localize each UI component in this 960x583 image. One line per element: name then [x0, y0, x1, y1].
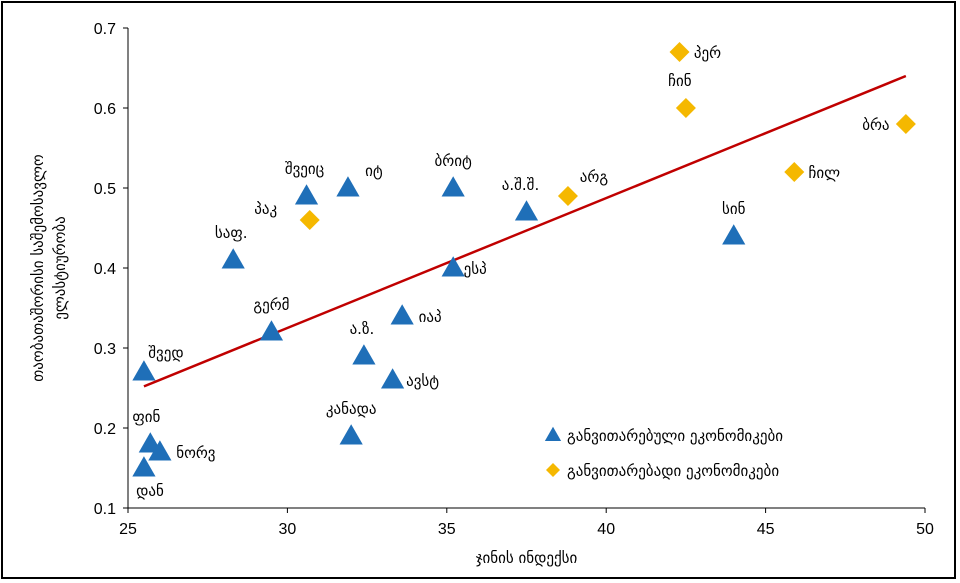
x-axis-title: ჯინის ინდექსი: [476, 549, 578, 567]
data-label: ჩილ: [809, 164, 841, 182]
diamond-marker: [895, 114, 916, 134]
triangle-marker: [221, 248, 245, 269]
y-axis-ticks: 0.1 0.2 0.3 0.4 0.5 0.6 0.7: [94, 21, 128, 518]
legend-item-developing: განვითარებადი ეკონომიკები: [546, 462, 779, 480]
y-tick-label: 0.2: [94, 421, 116, 438]
data-label: არგ: [580, 168, 609, 186]
triangle-marker: [336, 176, 360, 197]
data-markers: [132, 42, 916, 477]
data-label: ნორვ: [176, 444, 215, 462]
x-axis-ticks: 25 30 35 40 45 50: [119, 508, 934, 538]
x-tick-label: 45: [757, 521, 775, 538]
triangle-marker: [722, 224, 746, 245]
x-tick-label: 50: [916, 521, 934, 538]
data-label: ესპ: [464, 260, 487, 278]
data-label: საფ.: [215, 224, 248, 242]
y-tick-label: 0.1: [94, 501, 116, 518]
axes: [127, 28, 925, 509]
y-axis-title: თაობათაშორისი საშემოსავლო ელასტიურობა: [29, 154, 69, 382]
data-label: გერმ: [253, 296, 289, 314]
x-tick-label: 40: [597, 521, 615, 538]
y-axis-title-line: თაობათაშორისი საშემოსავლო: [29, 154, 47, 382]
data-label: იაპ: [419, 308, 442, 326]
diamond-marker: [669, 42, 690, 62]
triangle-marker: [339, 424, 363, 445]
triangle-marker: [259, 320, 284, 341]
x-tick-label: 30: [279, 521, 297, 538]
trendline: [143, 74, 907, 388]
triangle-marker: [390, 304, 414, 325]
data-label: ჩინ: [668, 72, 692, 90]
y-axis-title-line: ელასტიურობა: [51, 216, 69, 320]
legend-item-developed: განვითარებული ეკონომიკები: [544, 426, 783, 445]
data-label: პერ: [694, 44, 721, 62]
legend-diamond-marker: [546, 463, 560, 477]
y-tick-label: 0.7: [94, 21, 116, 38]
triangle-marker: [381, 368, 405, 389]
data-label: ავსტ: [406, 372, 439, 390]
triangle-marker: [352, 344, 376, 365]
y-tick-label: 0.4: [94, 261, 116, 278]
data-label: პაკ: [254, 200, 277, 218]
y-tick-label: 0.5: [94, 181, 116, 198]
triangle-marker: [514, 200, 539, 221]
triangle-marker: [294, 184, 319, 205]
legend: განვითარებული ეკონომიკები განვითარებადი …: [544, 426, 783, 480]
legend-label-developing: განვითარებადი ეკონომიკები: [567, 462, 779, 480]
data-label: კანადა: [326, 400, 377, 418]
diamond-marker: [299, 210, 320, 230]
triangle-marker: [148, 440, 172, 461]
data-label: ა.შ.შ.: [502, 176, 539, 194]
y-tick-label: 0.6: [94, 101, 116, 118]
legend-label-developed: განვითარებული ეკონომიკები: [567, 427, 783, 445]
diamond-marker: [784, 162, 805, 182]
data-label: იტ: [365, 162, 383, 180]
data-label: სინ: [722, 200, 746, 218]
y-tick-label: 0.3: [94, 341, 116, 358]
data-label: დან: [136, 482, 164, 500]
data-label: ბრიტ: [435, 152, 472, 170]
data-label: ფინ: [132, 408, 160, 426]
triangle-marker: [441, 256, 465, 277]
triangle-marker: [132, 456, 156, 477]
triangle-marker: [441, 176, 465, 197]
triangle-marker: [132, 360, 156, 381]
data-label: შვედ: [148, 344, 183, 362]
scatter-chart: 25 30 35 40 45 50 0.1 0.2 0.3 0.4 0.5 0.6 0.7 ჯინის…: [29, 21, 934, 567]
data-labels: შვეიც იტ ბრიტ ა.შ.შ. საფ. ესპ სინ გერმ იაპ ა.ზ. ავ…: [132, 44, 889, 500]
diamond-marker: [557, 186, 578, 206]
x-tick-label: 25: [119, 521, 137, 538]
legend-triangle-marker: [544, 426, 562, 441]
diamond-marker: [675, 98, 696, 118]
data-label: ბრა: [862, 116, 889, 134]
x-tick-label: 35: [438, 521, 456, 538]
data-label: ა.ზ.: [350, 320, 375, 338]
data-label: შვეიც: [285, 160, 324, 178]
